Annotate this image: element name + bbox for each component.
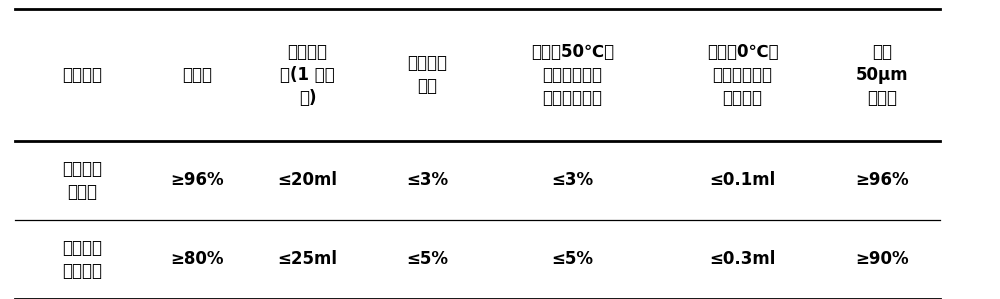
Text: ≥80%: ≥80% xyxy=(171,250,224,269)
Text: 倾倒后残
余物: 倾倒后残 余物 xyxy=(408,54,448,95)
Text: ≥96%: ≥96% xyxy=(856,171,909,189)
Text: ≤5%: ≤5% xyxy=(406,250,448,269)
Text: 通过
50μm
试验筛: 通过 50μm 试验筛 xyxy=(856,43,909,107)
Text: 低温（0℃）
稳定性（离析
物体积）: 低温（0℃） 稳定性（离析 物体积） xyxy=(707,43,778,107)
Text: ≤20ml: ≤20ml xyxy=(278,171,338,189)
Text: ≥96%: ≥96% xyxy=(171,171,224,189)
Text: 技术指标: 技术指标 xyxy=(62,66,103,84)
Text: 热贮（50℃）
稳定性（有效
成分分解率）: 热贮（50℃） 稳定性（有效 成分分解率） xyxy=(531,43,614,107)
Text: ≤25ml: ≤25ml xyxy=(278,250,338,269)
Text: 持久起泡
性(1 分钟
后): 持久起泡 性(1 分钟 后) xyxy=(280,43,335,107)
Text: ≤5%: ≤5% xyxy=(552,250,594,269)
Text: 本发明所
有实例: 本发明所 有实例 xyxy=(62,160,103,201)
Text: 农药产品
规格要求: 农药产品 规格要求 xyxy=(62,239,103,280)
Text: ≥90%: ≥90% xyxy=(856,250,909,269)
Text: 悬浮率: 悬浮率 xyxy=(182,66,212,84)
Text: ≤3%: ≤3% xyxy=(551,171,594,189)
Text: ≤0.3ml: ≤0.3ml xyxy=(709,250,776,269)
Text: ≤3%: ≤3% xyxy=(406,171,449,189)
Text: ≤0.1ml: ≤0.1ml xyxy=(709,171,776,189)
